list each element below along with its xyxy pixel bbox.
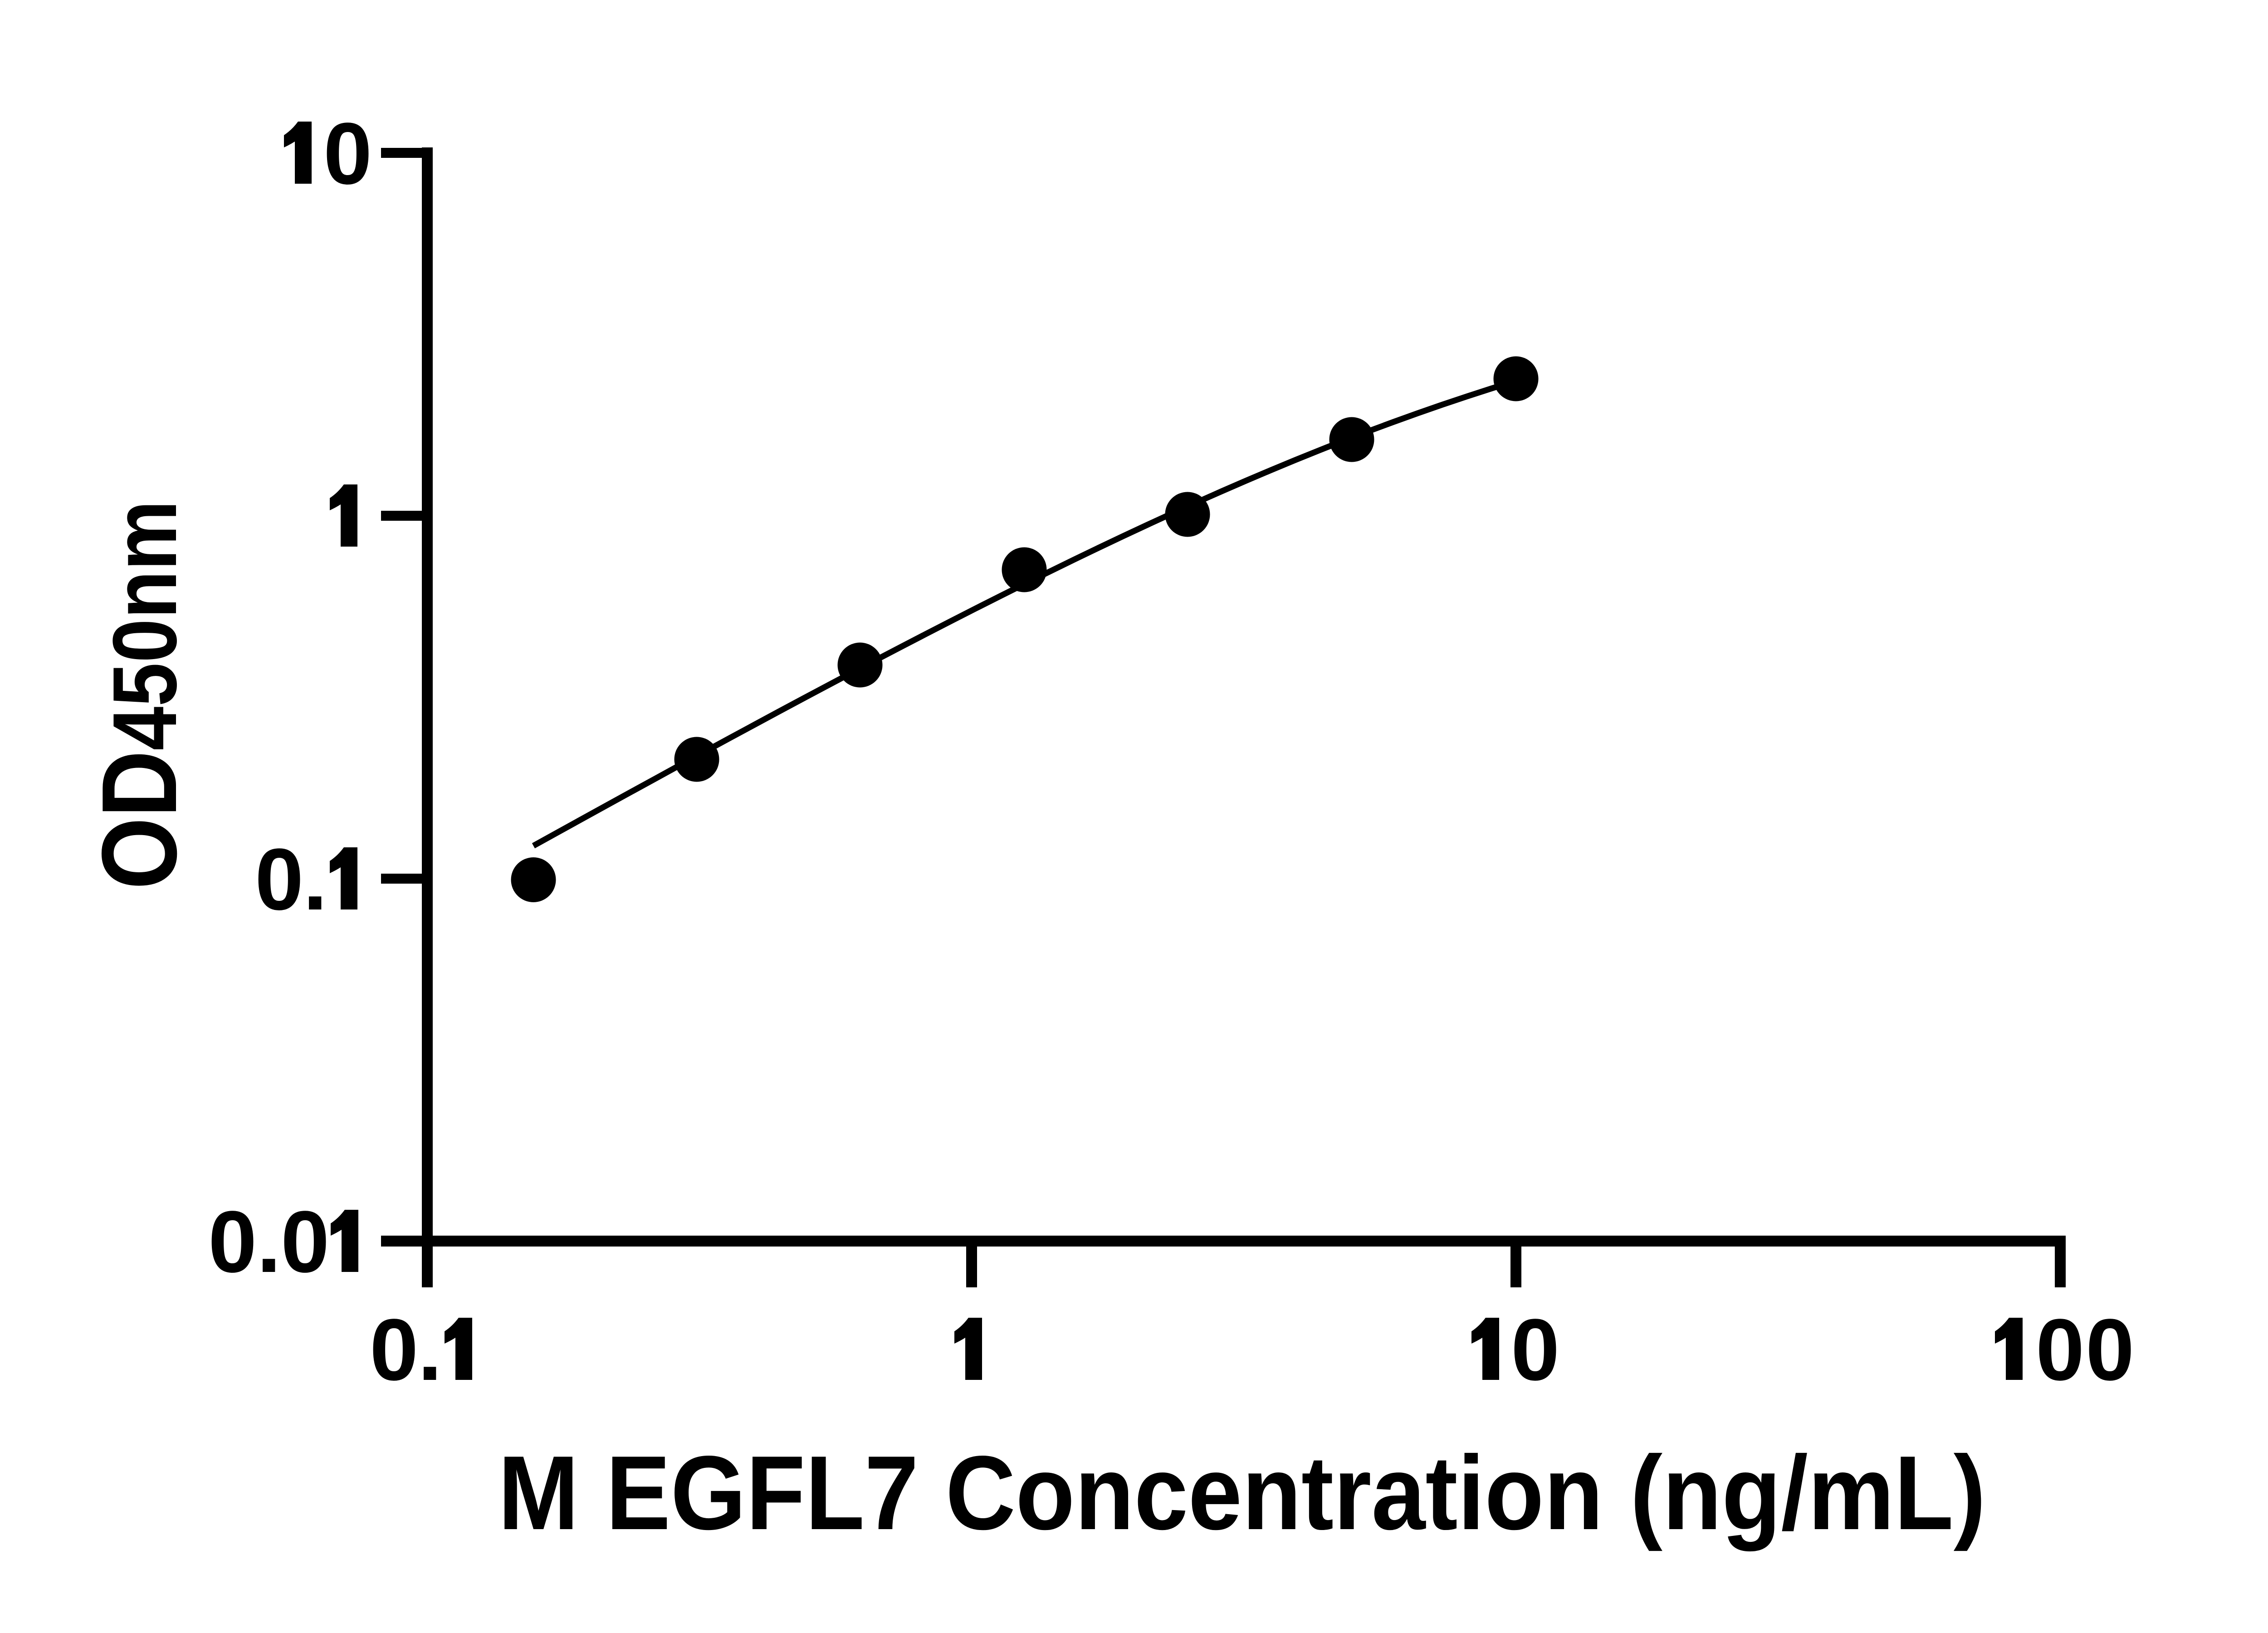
svg-text:0: 0 xyxy=(370,1301,418,1398)
svg-text:0: 0 xyxy=(2036,1301,2084,1398)
svg-text:.: . xyxy=(303,830,327,928)
svg-text:0: 0 xyxy=(255,830,303,928)
svg-text:OD450nm: OD450nm xyxy=(79,500,199,890)
svg-text:0: 0 xyxy=(1511,1301,1559,1398)
svg-text:.: . xyxy=(418,1301,442,1398)
svg-text:M EGFL7 Concentration (ng/mL): M EGFL7 Concentration (ng/mL) xyxy=(498,1434,1986,1552)
svg-text:0: 0 xyxy=(208,1193,257,1291)
svg-text:.: . xyxy=(257,1193,281,1291)
svg-text:0: 0 xyxy=(2086,1301,2134,1398)
svg-text:0: 0 xyxy=(281,1193,329,1291)
svg-text:0: 0 xyxy=(323,104,372,202)
